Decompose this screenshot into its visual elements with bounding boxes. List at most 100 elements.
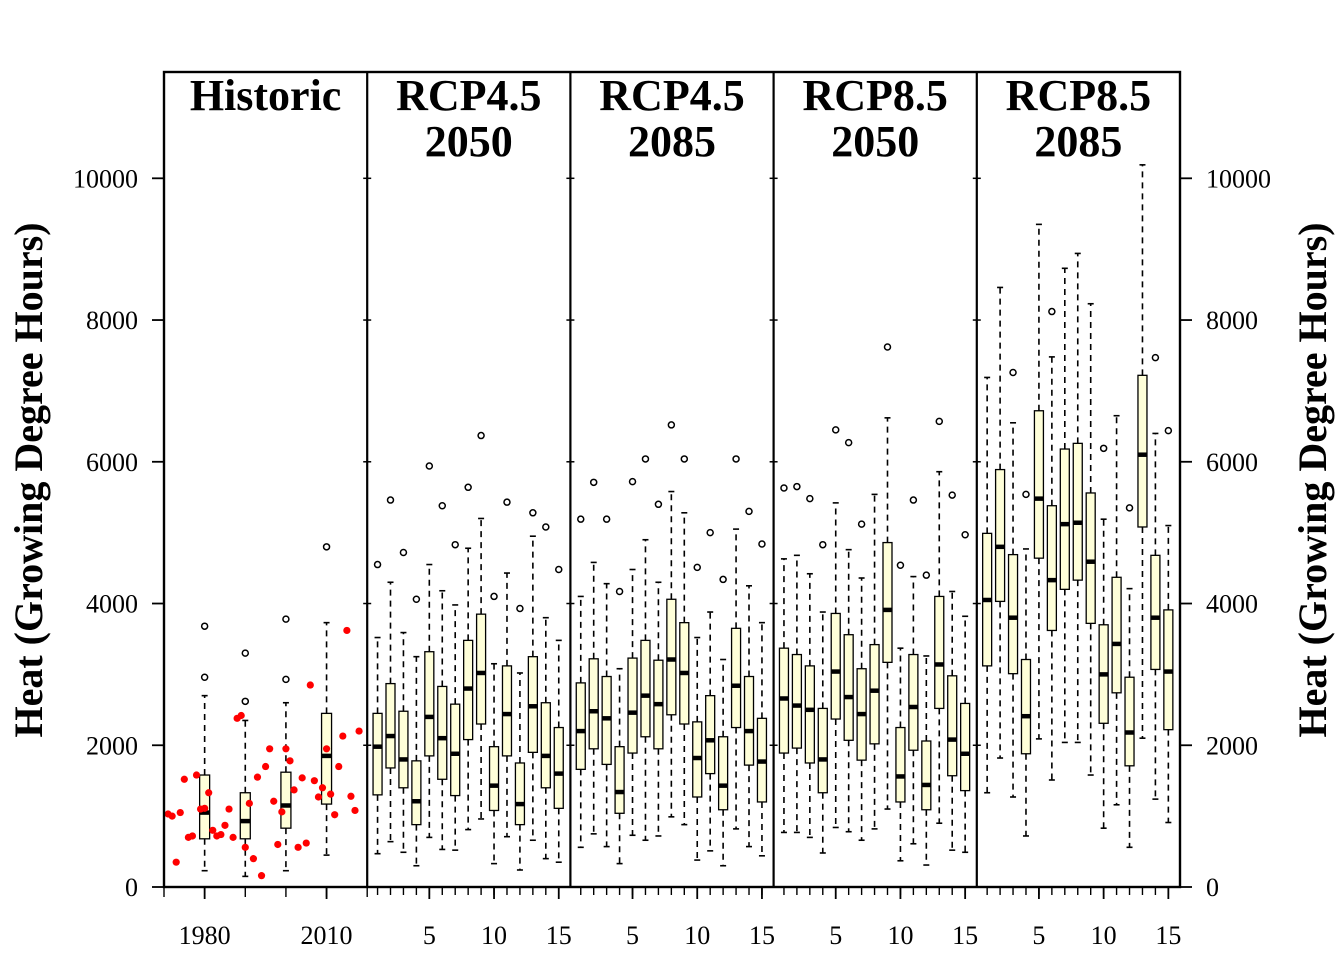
outlier-point [589, 478, 598, 487]
box-rect [411, 760, 422, 826]
panel-1: Historic 1980 2010 [163, 71, 368, 950]
outlier-point [282, 615, 290, 623]
box-2-4 [411, 595, 422, 867]
outlier-point [451, 540, 459, 549]
outlier-point [516, 604, 524, 613]
x-tick-label: 5 [829, 921, 842, 950]
panel-3: RCP4.5 2085 5 10 15 [566, 71, 775, 950]
box-5-12 [1124, 504, 1135, 849]
box-4-8 [869, 493, 880, 830]
box-rect [791, 653, 803, 749]
outlier-point [961, 531, 969, 539]
outlier-point [1099, 444, 1108, 453]
axes-layer: 0 0 2000 2000 4000 4000 6000 6000 8000 8000 10000 1… [73, 70, 1271, 902]
observed-point [249, 855, 258, 863]
box-rect [437, 685, 448, 780]
observed-point [274, 840, 282, 849]
box-2-3 [398, 548, 409, 854]
outlier-point [1164, 426, 1173, 435]
box-2-13 [527, 509, 539, 842]
box-rect [640, 639, 651, 738]
observed-point [347, 792, 355, 800]
box-rect [908, 653, 919, 751]
box-rect [540, 702, 551, 789]
panel-title-line: RCP4.5 [599, 71, 744, 120]
box-4-6 [843, 438, 854, 833]
box-5-14 [1150, 353, 1161, 800]
observed-point [168, 812, 176, 820]
box-4-1 [778, 484, 790, 834]
box-2-7 [450, 540, 461, 851]
observed-point [201, 804, 209, 812]
outlier-point [241, 697, 250, 706]
box-rect [717, 736, 729, 811]
box-rect [921, 740, 932, 811]
box-rect [730, 627, 742, 729]
observed-point [339, 732, 347, 740]
box-1-3 [280, 615, 292, 872]
observed-point [335, 762, 343, 771]
box-4-7 [856, 520, 867, 842]
box-4-2 [791, 482, 803, 834]
outlier-point [654, 500, 663, 509]
outlier-point [322, 543, 331, 551]
x-tick-label: 15 [749, 921, 775, 950]
x-tick-label: 5 [423, 921, 436, 950]
observed-point [205, 789, 213, 797]
observed-point [221, 821, 229, 829]
box-3-12 [717, 575, 729, 867]
box-4-4 [817, 540, 828, 854]
box-rect [372, 712, 383, 796]
box-2-1 [372, 560, 383, 855]
outlier-point [542, 523, 550, 531]
outlier-point [628, 477, 637, 486]
box-rect [843, 634, 854, 741]
panel-title-2: RCP4.5 2050 [396, 71, 541, 166]
box-3-5 [627, 477, 638, 837]
box-4-9 [882, 343, 893, 810]
y-tick-label-left: 6000 [86, 448, 138, 477]
observed-point [241, 843, 249, 851]
box-5-10 [1098, 444, 1109, 829]
outlier-point [555, 565, 563, 574]
observed-point [318, 784, 327, 792]
y-tick-label-left: 8000 [86, 306, 138, 335]
box-rect [424, 651, 435, 757]
box-rect [817, 707, 828, 794]
observed-point [306, 681, 314, 689]
box-rect [627, 657, 638, 754]
outlier-point [477, 431, 485, 440]
outlier-point [948, 491, 956, 499]
box-rect [280, 771, 292, 829]
outlier-point [615, 587, 624, 596]
box-2-12 [514, 604, 526, 871]
box-5-8 [1072, 252, 1083, 744]
box-5-3 [1007, 368, 1019, 798]
outlier-point [503, 498, 511, 506]
outlier-point [1151, 353, 1160, 362]
plot-frame [162, 70, 1182, 889]
box-rect [869, 643, 880, 745]
box-4-5 [830, 426, 841, 829]
x-tick-label: 2010 [301, 921, 353, 950]
outlier-point [780, 484, 788, 492]
box-3-8 [666, 421, 677, 818]
observed-point [310, 777, 318, 785]
box-3-1 [575, 515, 586, 849]
box-rect [1007, 553, 1019, 675]
outlier-point [896, 561, 905, 570]
observed-point [282, 745, 290, 753]
y-tick-label-right: 2000 [1206, 731, 1258, 760]
box-3-7 [653, 500, 664, 837]
outlier-point [909, 496, 918, 504]
observed-point [180, 775, 188, 783]
observed-point [257, 872, 266, 880]
box-rect [1059, 448, 1070, 590]
panel-title-3: RCP4.5 2085 [599, 71, 744, 166]
box-2-2 [385, 496, 396, 843]
outlier-point [706, 528, 714, 537]
panel-title-4: RCP8.5 2050 [802, 71, 947, 166]
box-rect [994, 468, 1006, 603]
observed-point [237, 711, 245, 720]
